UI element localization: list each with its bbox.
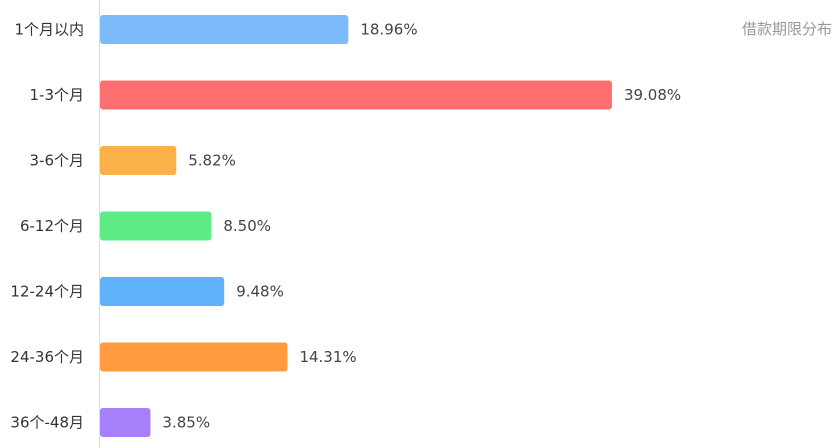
- category-label: 36个-48月: [10, 414, 84, 432]
- category-label: 1-3个月: [30, 86, 85, 104]
- bar[interactable]: [100, 342, 288, 372]
- bar[interactable]: [100, 277, 225, 306]
- category-label: 1个月以内: [14, 21, 84, 39]
- value-label: 8.50%: [223, 217, 271, 235]
- bar[interactable]: [100, 146, 177, 175]
- value-label: 18.96%: [360, 21, 417, 39]
- bar[interactable]: [100, 211, 212, 241]
- bar[interactable]: [100, 80, 612, 110]
- value-label: 3.85%: [162, 414, 210, 432]
- chart-title: 借款期限分布: [742, 20, 832, 38]
- value-label: 14.31%: [299, 348, 356, 366]
- value-label: 5.82%: [188, 152, 236, 170]
- category-label: 3-6个月: [30, 152, 85, 170]
- bars-layer: 1个月以内 18.96% 1-3个月 39.08% 3-6个月 5.82% 6-12个月 8.…: [10, 15, 681, 437]
- category-label: 12-24个月: [10, 283, 84, 301]
- value-label: 39.08%: [624, 86, 681, 104]
- category-label: 24-36个月: [10, 348, 84, 366]
- bar[interactable]: [100, 408, 151, 437]
- category-label: 6-12个月: [20, 217, 84, 235]
- bar[interactable]: [100, 15, 349, 44]
- value-label: 9.48%: [236, 283, 284, 301]
